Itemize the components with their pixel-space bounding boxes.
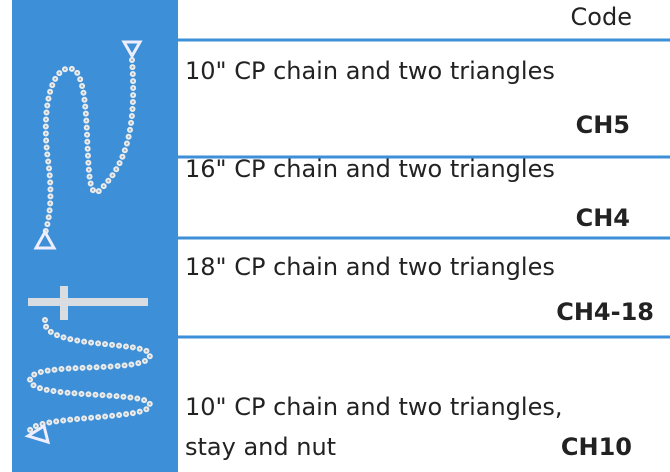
description: 16" CP chain and two triangles [185,155,555,183]
product-code: CH5 [576,111,630,139]
column-header: Code [571,3,632,31]
description: stay and nut [185,433,336,461]
product-code: CH4-18 [556,298,654,326]
description: 10" CP chain and two triangles, [185,393,562,421]
product-code: CH10 [561,433,632,461]
description: 18" CP chain and two triangles [185,253,555,281]
product-code: CH4 [576,204,630,232]
chain-illustration [24,40,154,445]
description: 10" CP chain and two triangles [185,57,555,85]
image-panel [12,0,178,472]
